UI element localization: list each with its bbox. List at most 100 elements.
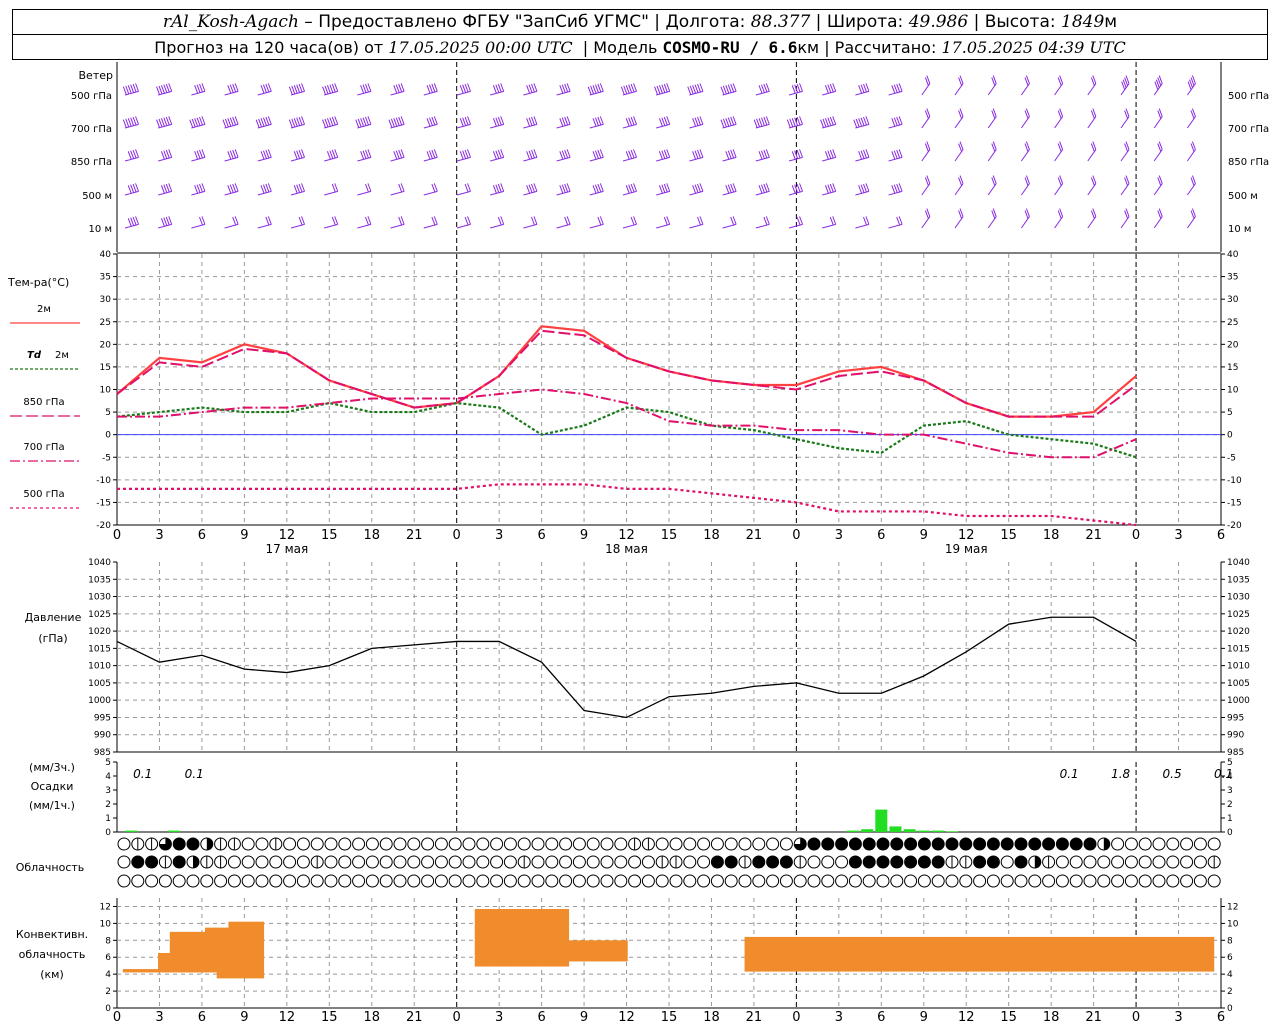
wind-barb-feather <box>158 85 163 95</box>
cloud-circle <box>310 874 324 888</box>
wind-barb-shaft <box>722 156 737 162</box>
wind-barb-feather <box>431 83 436 93</box>
wind-barb-shaft <box>822 156 836 162</box>
wind-barb-shaft <box>822 123 836 129</box>
cloud-symbol <box>352 874 366 888</box>
wind-barb-feather <box>293 118 298 127</box>
wind-barb-feather <box>699 183 704 192</box>
wind-barb-feather <box>597 183 602 193</box>
wind-barb-feather <box>599 116 604 125</box>
wind-barb-feather <box>495 184 500 193</box>
wind-barb-feather <box>628 117 633 126</box>
cloud-circle <box>324 874 338 888</box>
cloud-circle <box>1124 837 1138 851</box>
wind-barb-feather <box>1157 143 1162 152</box>
time-tick-label: 18 <box>363 528 380 543</box>
wind-barb-feather <box>262 117 267 126</box>
cloud-symbol <box>697 837 711 851</box>
wind-barb-feather <box>122 119 127 128</box>
wind-barb-feather <box>765 183 770 192</box>
precip-bar <box>847 830 859 832</box>
cloud-symbol <box>821 855 835 869</box>
wind-barb-feather <box>365 149 369 159</box>
time-tick-label: 9 <box>580 528 588 543</box>
cloud-symbol <box>1055 855 1069 869</box>
wind-barb-feather <box>694 84 699 93</box>
wind-barb-feather <box>224 118 229 128</box>
wind-barb-feather <box>1158 141 1163 150</box>
cloud-circle <box>904 874 918 888</box>
conv-bar <box>498 909 511 967</box>
cloud-circle <box>835 855 849 869</box>
cloud-circle <box>1124 855 1138 869</box>
wind-barb-shaft <box>456 190 471 196</box>
precip-axis-tick-label: 0 <box>105 828 111 838</box>
wind-barb-feather <box>599 149 604 158</box>
wind-barb-feather <box>896 116 901 126</box>
wind-barb-feather <box>791 151 796 160</box>
cloud-symbol <box>848 874 862 888</box>
wind-barb-feather <box>163 150 168 159</box>
wind-barb-feather <box>464 83 469 93</box>
cloud-symbol <box>724 874 738 888</box>
precip-bar <box>931 830 944 832</box>
precip-axis-tick-label: 0 <box>1227 828 1233 838</box>
conv-bar <box>1178 936 1191 972</box>
wind-barb-feather <box>786 119 791 128</box>
wind-barb-feather <box>597 216 602 226</box>
cloud-symbol <box>600 855 614 869</box>
precip-amount-label: 0.1 <box>185 767 204 781</box>
wind-barb-feather <box>666 116 671 125</box>
temp-axis-tick-label: 15 <box>100 363 111 373</box>
cloud-symbol <box>407 855 421 869</box>
cloud-circle <box>931 874 945 888</box>
cloud-circle <box>545 837 559 851</box>
wind-barb-feather <box>201 83 206 92</box>
wind-barb-feather <box>467 149 471 158</box>
cloud-circle <box>255 837 269 851</box>
wind-barb-feather <box>533 116 538 125</box>
wind-barb-feather <box>367 149 372 158</box>
wind-barb-feather <box>467 116 471 125</box>
conv-bar <box>838 936 851 972</box>
wind-barb-shaft <box>589 123 604 129</box>
wind-barb-feather <box>853 119 858 128</box>
time-tick-label: 6 <box>1217 528 1225 543</box>
wind-barb-feather <box>426 151 431 160</box>
conv-bar <box>134 969 147 973</box>
cloud-half <box>206 838 213 850</box>
cloud-circle <box>379 855 393 869</box>
wind-barb-feather <box>692 185 697 194</box>
pres-axis-tick-label: 985 <box>1227 748 1244 758</box>
cloud-fill <box>1070 838 1083 850</box>
cloud-circle <box>586 874 600 888</box>
wind-barb-feather <box>362 84 367 93</box>
wind-barb-feather <box>656 85 661 95</box>
cloud-circle <box>283 874 297 888</box>
cloud-symbol <box>227 837 241 851</box>
wind-barb-feather <box>692 151 697 160</box>
wind-barb-feather <box>495 117 500 126</box>
cloud-symbol <box>1097 837 1111 851</box>
precip-axis-tick-label: 2 <box>1227 800 1233 810</box>
wind-level-label: 10 м <box>1228 224 1251 235</box>
wind-barb-shaft <box>191 190 206 196</box>
wind-barb-feather <box>1125 141 1130 150</box>
wind-barb-feather <box>620 86 625 95</box>
cloud-fill <box>890 856 903 868</box>
cloud-symbol <box>697 874 711 888</box>
wind-barb-feather <box>324 85 329 95</box>
pres-axis-tick-label: 1000 <box>88 696 111 706</box>
wind-barb-feather <box>794 184 799 193</box>
wind-barb-feather <box>1092 175 1097 184</box>
wind-barb-feather <box>663 183 668 193</box>
temp-axis-tick-label: 20 <box>1227 340 1239 350</box>
conv-time-tick-label: 21 <box>1085 1010 1102 1024</box>
conv-bar <box>216 927 229 979</box>
conv-axis-tick-label: 2 <box>1227 987 1233 997</box>
wind-barb-feather <box>827 184 832 193</box>
cloud-symbol <box>1014 855 1028 869</box>
cloud-circle <box>145 874 159 888</box>
wind-barb-shaft <box>290 90 305 96</box>
wind-barb-shaft <box>689 123 704 129</box>
